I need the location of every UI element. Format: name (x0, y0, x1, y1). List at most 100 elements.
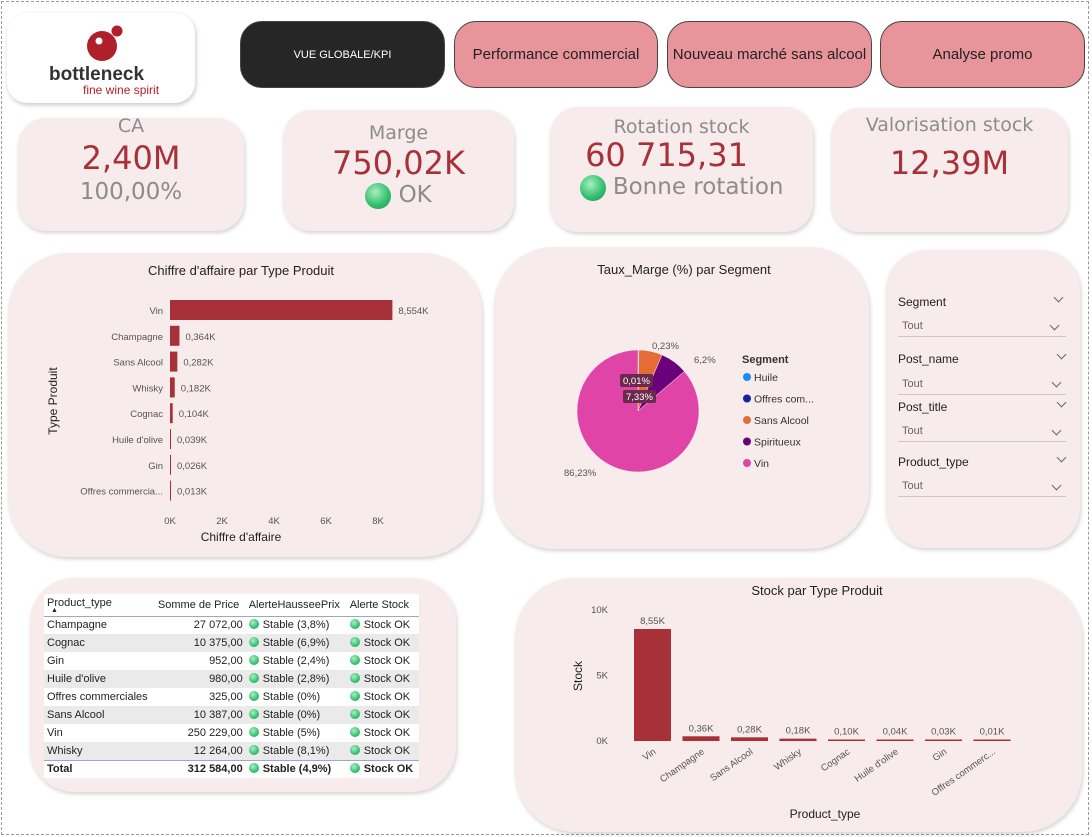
status-ok-icon (579, 174, 606, 201)
cell-product-type: Offres commerciales (44, 688, 155, 706)
ca-bar-5 (170, 429, 172, 449)
cell-somme-price: 27 072,00 (155, 616, 246, 634)
cell-alerte-prix: Stable (4,9%) (245, 759, 347, 778)
status-ok-icon (349, 655, 360, 665)
nav-analyse-promo[interactable]: Analyse promo (880, 21, 1085, 88)
status-ok-icon (248, 709, 259, 719)
ca-category-label: Champagne (111, 332, 163, 343)
col-alerte-hausse-prix[interactable]: AlerteHausseePrix (245, 594, 347, 617)
stock-data-label: 0,04K (883, 727, 908, 738)
cell-alerte-stock: Stock OK (346, 670, 419, 688)
cell-somme-price-text: 10 375,00 (193, 637, 243, 649)
cell-product-type-text: Cognac (47, 637, 85, 649)
cell-product-type-text: Offres commerciales (47, 691, 148, 703)
ca-category-label: Vin (149, 306, 163, 317)
cell-alerte-stock: Stock OK (346, 759, 419, 778)
col-alerte-stock[interactable]: Alerte Stock (346, 594, 419, 617)
kpi-marge-card: Marge 750,02K OK (283, 110, 514, 231)
chevron-down-icon[interactable] (1056, 349, 1067, 360)
legend-marker-4 (743, 459, 751, 467)
cell-somme-price-text: 980,00 (209, 673, 243, 685)
slicer-post-title-dropdown[interactable]: Tout (898, 422, 1066, 442)
slicer-post-name-dropdown[interactable]: Tout (898, 375, 1066, 395)
cell-product-type: Whisky (44, 742, 155, 760)
status-ok-icon (248, 744, 259, 755)
kpi-ca-value: 2,40M (81, 139, 181, 177)
table-row[interactable]: Huile d'olive 980,00 Stable (2,8%) Stock OK (44, 670, 419, 688)
status-ok-icon (349, 673, 360, 683)
nav-performance-commercial[interactable]: Performance commercial (454, 21, 658, 88)
legend-marker-1 (743, 394, 751, 403)
kpi-marge-status: OK (398, 182, 432, 208)
status-ok-icon (349, 727, 360, 737)
table-row[interactable]: Whisky 12 264,00 Stable (8,1%) Stock OK (44, 742, 419, 760)
cell-alerte-stock-text: Stock OK (363, 673, 411, 685)
stock-bar-3 (779, 738, 817, 741)
cell-alerte-prix: Stable (2,8%) (245, 670, 347, 688)
ca-data-label: 0,039K (177, 435, 208, 446)
logo-card: bottleneck fine wine spirit (7, 13, 195, 103)
slicer-product-type-dropdown[interactable]: Tout (898, 477, 1066, 497)
col-somme-price[interactable]: Somme de Price (154, 594, 246, 617)
pie-data-label: 7,33% (626, 392, 653, 403)
cell-alerte-stock-text: Stock OK (363, 763, 414, 776)
cell-alerte-stock: Stock OK (346, 634, 419, 652)
cell-product-type-text: Huile d'olive (47, 673, 106, 685)
logo-tagline: fine wine spirit (83, 83, 160, 97)
stock-data-label: 0,10K (834, 727, 859, 738)
cell-product-type-text: Sans Alcool (47, 709, 105, 721)
cell-product-type-text: Total (47, 763, 73, 776)
table-row[interactable]: Vin 250 229,00 Stable (5%) Stock OK (44, 724, 419, 742)
ca-bar-7 (170, 480, 171, 501)
stock-data-label: 0,36K (689, 723, 714, 734)
logo-small-grape (111, 25, 123, 37)
table-row[interactable]: Gin 952,00 Stable (2,4%) Stock OK (44, 652, 419, 670)
stock-bar-2 (731, 737, 768, 741)
cell-somme-price: 980,00 (154, 670, 246, 688)
nav-vue-globale-kpi[interactable]: VUE GLOBALE/KPI (240, 21, 445, 88)
slicer-post-name-label: Post_name (898, 352, 959, 366)
kpi-rotation-status: Bonne rotation (612, 174, 784, 200)
status-ok-icon (349, 709, 360, 719)
stock-data-label: 8,55K (640, 616, 665, 627)
cell-alerte-prix-text: Stable (6,9%) (262, 637, 330, 649)
cell-alerte-stock: Stock OK (347, 616, 419, 634)
status-ok-icon (248, 637, 259, 647)
cell-alerte-prix: Stable (6,9%) (245, 634, 347, 652)
cell-product-type: Sans Alcool (44, 706, 155, 724)
ca-xtick-label: 8K (372, 516, 384, 527)
stock-category-label: Huile d'olive (853, 746, 901, 784)
table-row[interactable]: Offres commerciales 325,00 Stable (0%) Stoc… (44, 688, 419, 706)
kpi-rotation-value: 60 715,31 (585, 136, 748, 174)
logo-highlight (95, 37, 103, 45)
product-table-panel: Product_type ▲ Somme de Price AlerteHauss… (30, 578, 456, 792)
stock-category-label: Vin (641, 746, 658, 763)
pie-data-label: 86,23% (564, 468, 597, 479)
legend-item: Spiritueux (754, 437, 801, 449)
ca-by-type-panel: Chiffre d'affaire par Type Produit Chiff… (8, 253, 482, 557)
table-row[interactable]: Cognac 10 375,00 Stable (6,9%) Stock OK (44, 634, 419, 652)
col-product-type[interactable]: Product_type ▲ (44, 594, 155, 617)
slicer-segment-dropdown[interactable]: Tout (898, 317, 1066, 337)
stock-bar-5 (876, 739, 914, 741)
nav-nouveau-marche-sans-alcool[interactable]: Nouveau marché sans alcool (667, 21, 872, 88)
cell-alerte-prix-text: Stable (5%) (262, 727, 321, 739)
marge-by-segment-panel: Taux_Marge (%) par Segment Segment 0,01%… (494, 247, 869, 549)
chevron-down-icon[interactable] (1053, 292, 1064, 303)
pie-data-label: 0,01% (623, 376, 650, 387)
table-total-row[interactable]: Total 312 584,00 Stable (4,9%) Stock OK (44, 759, 419, 778)
sort-ascending-icon[interactable]: ▲ (51, 606, 58, 614)
table-row[interactable]: Sans Alcool 10 387,00 Stable (0%) Stock OK (44, 706, 419, 724)
ca-data-label: 0,013K (177, 487, 208, 498)
kpi-marge-title: Marge (368, 122, 429, 144)
stock-data-label: 0,18K (786, 726, 811, 737)
chevron-down-icon[interactable] (1056, 397, 1067, 408)
cell-product-type: Champagne (44, 616, 155, 634)
status-ok-icon (248, 619, 259, 630)
status-ok-icon (248, 673, 259, 683)
table-row[interactable]: Champagne 27 072,00 Stable (3,8%) Stock OK (44, 616, 419, 634)
ca-data-label: 0,104K (179, 409, 210, 420)
chevron-down-icon[interactable] (1056, 452, 1067, 463)
slicer-segment-value: Tout (902, 320, 923, 332)
cell-alerte-stock-text: Stock OK (363, 744, 411, 757)
